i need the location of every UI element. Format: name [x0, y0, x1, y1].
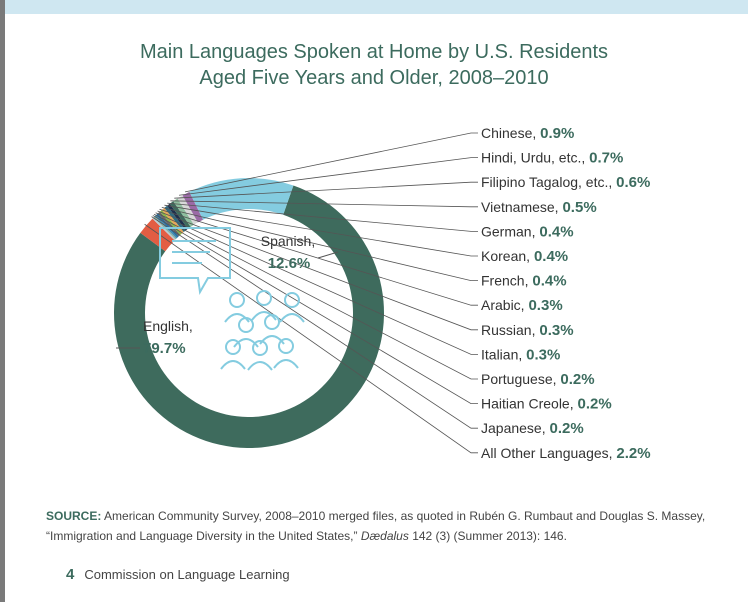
- leader-line-filipino-tagalog-etc: [174, 181, 478, 199]
- spanish-leader-line: [317, 251, 339, 259]
- leader-line-haitian-creole: [152, 215, 478, 405]
- leader-line-arabic: [159, 208, 478, 306]
- leader-line-italian: [155, 212, 478, 355]
- footer-text: Commission on Language Learning: [84, 567, 290, 582]
- slice-german: [167, 203, 188, 231]
- slice-russian: [157, 211, 181, 237]
- leader-line-hindi-urdu-etc: [178, 157, 478, 196]
- source-tail: 142 (3) (Summer 2013): 146.: [408, 529, 567, 543]
- page-number: 4: [66, 566, 75, 583]
- chart-title-line-1: Main Languages Spoken at Home by U.S. Re…: [139, 41, 609, 63]
- leader-line-russian: [157, 210, 478, 331]
- leader-line-portuguese: [153, 213, 478, 380]
- legend: Chinese, 0.9% Hindi, Urdu, etc., 0.7% Fili…: [481, 125, 651, 462]
- chart-title-line-2: Aged Five Years and Older, 2008–2010: [199, 67, 549, 89]
- legend-item-hindi-urdu-etc: Hindi, Urdu, etc., 0.7%: [481, 150, 623, 167]
- page-edge: [0, 0, 5, 602]
- english-value: 79.7%: [143, 340, 186, 357]
- legend-item-portuguese: Portuguese, 0.2%: [481, 371, 595, 388]
- top-color-band: [0, 0, 748, 14]
- slice-spanish: [189, 178, 294, 220]
- page-footer: 4 Commission on Language Learning: [66, 566, 290, 583]
- leader-line-all-other-languages: [144, 223, 478, 454]
- source-label: SOURCE:: [46, 509, 102, 523]
- legend-item-russian: Russian, 0.3%: [481, 322, 574, 339]
- english-label: English,: [143, 318, 193, 334]
- legend-item-all-other-languages: All Other Languages, 2.2%: [481, 445, 651, 462]
- legend-item-italian: Italian, 0.3%: [481, 346, 560, 363]
- source-note: SOURCE: American Community Survey, 2008–…: [46, 506, 706, 546]
- spanish-label: Spanish,: [261, 233, 315, 249]
- legend-item-arabic: Arabic, 0.3%: [481, 297, 563, 314]
- leader-line-french: [161, 206, 478, 282]
- source-text: American Community Survey, 2008–2010 mer…: [46, 509, 706, 543]
- donut-chart: Chinese, 0.9% Hindi, Urdu, etc., 0.7% Fili…: [113, 125, 651, 462]
- leader-lines: [144, 132, 478, 454]
- leader-line-korean: [164, 204, 478, 257]
- legend-item-filipino-tagalog-etc: Filipino Tagalog, etc., 0.6%: [481, 174, 650, 191]
- spanish-value: 12.6%: [268, 255, 311, 272]
- legend-item-japanese: Japanese, 0.2%: [481, 420, 584, 437]
- leader-line-chinese: [184, 132, 478, 193]
- leader-line-japanese: [151, 216, 478, 429]
- legend-item-chinese: Chinese, 0.9%: [481, 125, 574, 142]
- legend-item-haitian-creole: Haitian Creole, 0.2%: [481, 396, 612, 413]
- legend-item-french: French, 0.4%: [481, 273, 567, 290]
- source-journal: Dædalus: [360, 529, 409, 543]
- slice-hindi-urdu-etc: [177, 195, 198, 225]
- slice-italian: [156, 213, 179, 238]
- slice-portuguese: [154, 215, 178, 239]
- speech-bubble-icon: [159, 227, 231, 296]
- leader-line-german: [167, 202, 478, 232]
- legend-item-vietnamese: Vietnamese, 0.5%: [481, 199, 597, 216]
- leader-line-vietnamese: [170, 200, 478, 208]
- slice-chinese: [182, 191, 204, 223]
- legend-item-korean: Korean, 0.4%: [481, 248, 568, 265]
- legend-item-german: German, 0.4%: [481, 223, 574, 240]
- people-group-icon: [220, 290, 305, 371]
